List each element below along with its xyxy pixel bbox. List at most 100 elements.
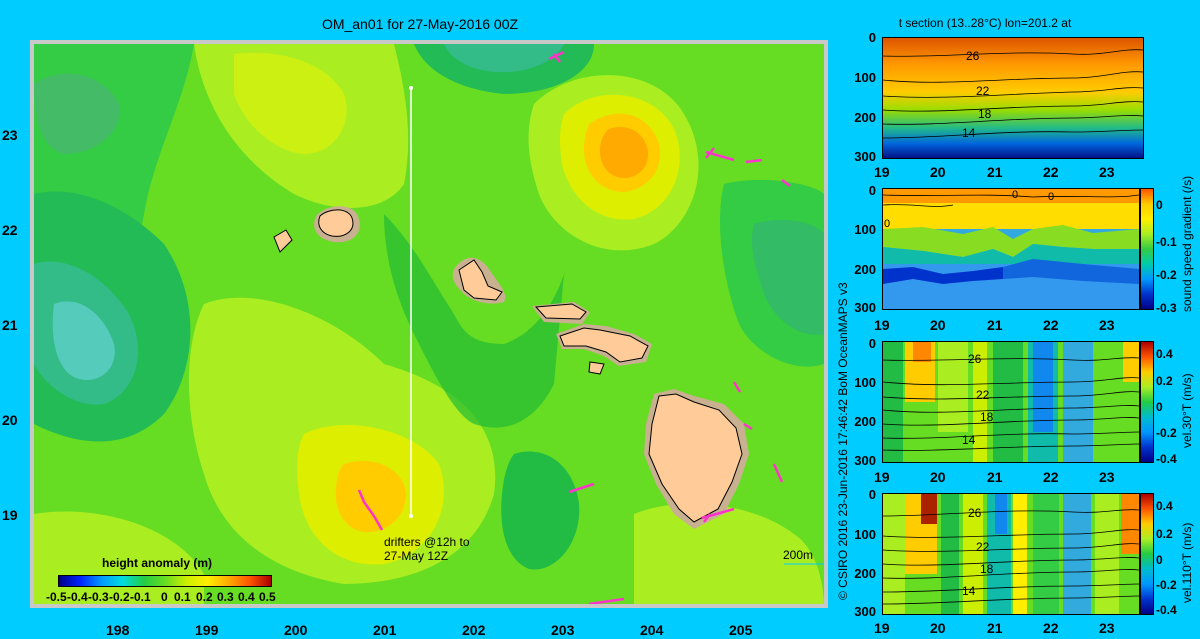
vel110-x-tick: 19: [874, 620, 890, 636]
temperature-panel[interactable]: [882, 37, 1144, 159]
contour-label: 26: [968, 506, 982, 520]
map-x-tick: 204: [640, 622, 664, 638]
contour-label: 26: [966, 49, 980, 63]
colorbar-tick: 0.1: [174, 590, 191, 604]
vel30-x-tick: 20: [930, 469, 946, 485]
vel30-cbar-tick: 0.4: [1156, 347, 1173, 361]
vel30-y-tick: 100: [854, 375, 876, 390]
temperature-x-tick: 20: [930, 164, 946, 180]
contour-label: 22: [976, 84, 990, 98]
vel110-x-tick: 22: [1043, 620, 1059, 636]
vel30-cbar-tick: 0.2: [1156, 374, 1173, 388]
map-x-tick: 202: [462, 622, 486, 638]
sound-speed-y-tick: 0: [868, 183, 876, 198]
contour-label: 14: [962, 433, 976, 447]
sound-speed-cbar-tick: -0.3: [1156, 301, 1177, 315]
map-y-tick: 19: [2, 507, 18, 523]
temperature-x-tick: 23: [1099, 164, 1115, 180]
vel30-x-tick: 21: [987, 469, 1003, 485]
sound-speed-colorbar: [1140, 188, 1154, 310]
map-svg: [34, 44, 824, 604]
sound-speed-y-tick: 100: [854, 222, 876, 237]
map-x-tick: 200: [284, 622, 308, 638]
colorbar-tick: 0.5: [259, 590, 276, 604]
colorbar-tick: -0.3: [88, 590, 109, 604]
vel30-y-tick: 200: [854, 414, 876, 429]
vel110-x-tick: 21: [987, 620, 1003, 636]
sound-speed-cbar-label: sound speed gradient (/s): [1180, 175, 1194, 312]
main-title: OM_an01 for 27-May-2016 00Z: [321, 16, 519, 32]
islands: [273, 206, 749, 529]
map-x-tick: 205: [729, 622, 753, 638]
temperature-y-tick: 200: [854, 110, 876, 125]
temperature-x-tick: 22: [1043, 164, 1059, 180]
vel30-cbar-label: vel.30°T (m/s): [1180, 373, 1194, 448]
vel30-x-tick: 19: [874, 469, 890, 485]
vel110-y-tick: 200: [854, 566, 876, 581]
sound-speed-x-tick: 22: [1043, 317, 1059, 333]
drifter-note-2: 27-May 12Z: [384, 549, 449, 563]
sound-speed-y-tick: 300: [854, 300, 876, 315]
vel110-cbar-label: vel.110°T (m/s): [1180, 522, 1194, 603]
vel110-x-tick: 23: [1099, 620, 1115, 636]
contour-label: 0: [1048, 191, 1055, 203]
credit-text: © CSIRO 2016 23-Jun-2016 17:46:42 BoM Oc…: [836, 282, 850, 600]
vel30-cbar-tick: 0: [1156, 400, 1163, 414]
vel30-cbar-tick: -0.4: [1156, 452, 1177, 466]
vel110-y-tick: 0: [868, 487, 876, 502]
map-x-tick: 201: [373, 622, 397, 638]
map-x-tick: 199: [195, 622, 219, 638]
vel30-colorbar: [1140, 341, 1154, 463]
colorbar-tick: 0.2: [196, 590, 213, 604]
vel30-y-tick: 0: [868, 336, 876, 351]
colorbar-tick: -0.5: [46, 590, 67, 604]
colorbar-tick: -0.1: [130, 590, 151, 604]
map-x-tick: 198: [106, 622, 130, 638]
vel30-x-tick: 23: [1099, 469, 1115, 485]
vel110-panel[interactable]: [882, 493, 1140, 615]
vel110-y-tick: 100: [854, 527, 876, 542]
colorbar-title: height anomaly (m): [102, 556, 213, 570]
vel30-x-tick: 22: [1043, 469, 1059, 485]
colorbar-tick: 0: [161, 590, 168, 604]
vel110-cbar-tick: 0.2: [1156, 527, 1173, 541]
map-y-tick: 21: [2, 317, 18, 333]
sound-speed-panel[interactable]: [882, 188, 1140, 310]
vel110-colorbar: [1140, 493, 1154, 615]
colorbar-tick: 0.3: [217, 590, 234, 604]
map-y-tick: 22: [2, 222, 18, 238]
contour-label: 18: [980, 410, 994, 424]
temperature-panel-title: t section (13..28°C) lon=201.2 at: [898, 16, 1072, 30]
sound-speed-x-tick: 19: [874, 317, 890, 333]
map-x-tick: 203: [551, 622, 575, 638]
colorbar-tick: 0.4: [238, 590, 255, 604]
vel110-cbar-tick: -0.2: [1156, 578, 1177, 592]
sound-speed-cbar-tick: 0: [1156, 198, 1163, 212]
vel30-panel[interactable]: [882, 341, 1140, 463]
contour-label: 0: [1012, 189, 1019, 201]
temperature-y-tick: 300: [854, 149, 876, 164]
sound-speed-x-tick: 21: [987, 317, 1003, 333]
colorbar-ticks: -0.5 -0.4 -0.3 -0.2 -0.1 0 0.1 0.2 0.3 0…: [46, 590, 282, 604]
sound-speed-x-tick: 23: [1099, 317, 1115, 333]
temperature-y-tick: 100: [854, 70, 876, 85]
drifter-note: drifters @12h to: [384, 535, 470, 549]
colorbar-tick: -0.4: [67, 590, 88, 604]
contour-label: 14: [962, 584, 976, 598]
contour-label: 22: [976, 388, 990, 402]
sound-speed-y-tick: 200: [854, 262, 876, 277]
contour-label: 22: [976, 540, 990, 554]
contour-label: 18: [980, 562, 994, 576]
vel110-cbar-tick: 0.4: [1156, 499, 1173, 513]
drifters: [357, 50, 791, 604]
sound-speed-cbar-tick: -0.1: [1156, 235, 1177, 249]
temperature-x-tick: 19: [874, 164, 890, 180]
contour-label: 14: [962, 126, 976, 140]
map-y-tick: 20: [2, 412, 18, 428]
vel110-x-tick: 20: [930, 620, 946, 636]
vel110-y-tick: 300: [854, 604, 876, 619]
contour-label: 26: [968, 352, 982, 366]
height-anomaly-map[interactable]: [34, 44, 824, 604]
sound-speed-x-tick: 20: [930, 317, 946, 333]
vel30-cbar-tick: -0.2: [1156, 426, 1177, 440]
